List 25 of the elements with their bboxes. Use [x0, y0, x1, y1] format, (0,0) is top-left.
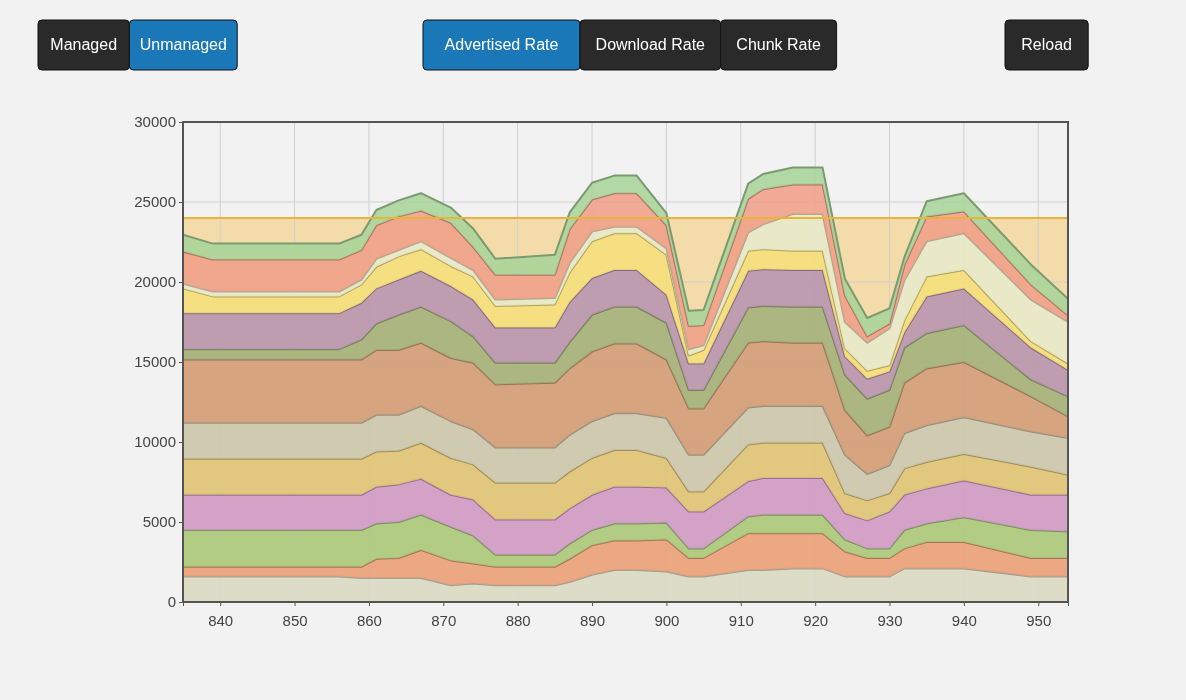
y-tick-label: 20000 [134, 273, 176, 291]
y-tick-label: 30000 [134, 113, 176, 131]
y-tick-label: 15000 [134, 353, 176, 371]
y-tick-label: 10000 [134, 433, 176, 451]
button: Unmanaged [128, 19, 238, 71]
x-tick-label: 870 [431, 611, 457, 629]
button: Reload [1004, 19, 1089, 71]
x-tick-label: 860 [356, 611, 382, 629]
x-tick-label: 840 [208, 611, 234, 629]
x-tick-label: 890 [580, 611, 606, 629]
x-tick-label: 940 [951, 611, 977, 629]
x-tick-label: 930 [877, 611, 903, 629]
button: Advertised Rate [422, 19, 581, 71]
button: Chunk Rate [720, 19, 838, 71]
y-tick-label: 5000 [142, 513, 176, 531]
button: Managed [37, 19, 130, 71]
x-tick-label: 950 [1026, 611, 1052, 629]
y-tick-label: 25000 [134, 193, 176, 211]
button: Download Rate [579, 19, 722, 71]
x-tick-label: 910 [728, 611, 754, 629]
x-tick-label: 900 [654, 611, 680, 629]
x-tick-label: 880 [505, 611, 531, 629]
x-tick-label: 920 [803, 611, 829, 629]
x-tick-label: 850 [282, 611, 308, 629]
y-tick-label: 0 [167, 593, 176, 611]
